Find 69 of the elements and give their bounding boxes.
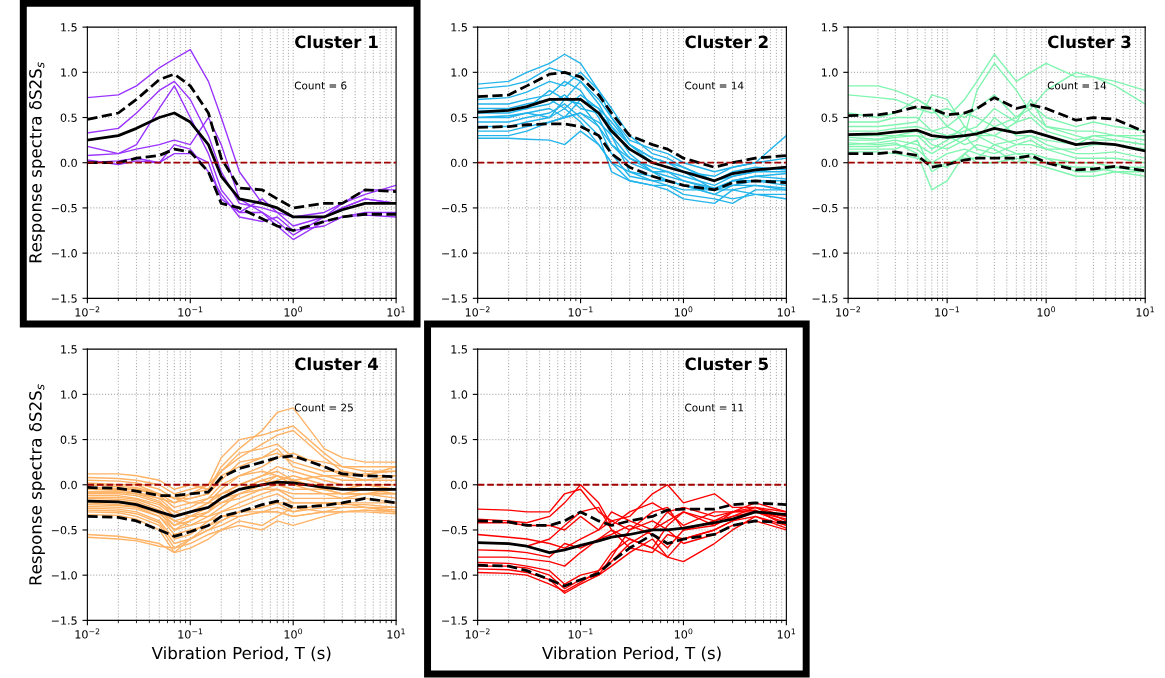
y-tick-label: 0.5 bbox=[821, 113, 838, 122]
x-tick-label: 10$^{0}$ bbox=[1037, 306, 1056, 317]
y-tick-label: −1.0 bbox=[442, 571, 468, 580]
y-tick-label: −1.5 bbox=[51, 616, 77, 625]
y-tick-label: −1.0 bbox=[442, 249, 468, 258]
y-axis-title: Response spectra δS2S$_{s}$ bbox=[29, 62, 45, 263]
y-tick-label: 1.0 bbox=[451, 68, 468, 77]
y-tick-label: −0.5 bbox=[51, 203, 77, 213]
x-tick-label: 10$^{−2}$ bbox=[465, 628, 490, 639]
y-tick-label: −0.5 bbox=[442, 525, 467, 535]
chart-title: Cluster 2 bbox=[685, 35, 768, 49]
y-tick-label: −1.0 bbox=[812, 249, 838, 258]
x-tick-label: 10$^{0}$ bbox=[674, 306, 693, 317]
y-tick-label: 0.0 bbox=[60, 480, 77, 490]
x-tick-label: 10$^{1}$ bbox=[387, 306, 405, 317]
chart-title: Cluster 4 bbox=[295, 357, 379, 371]
y-tick-label: −0.5 bbox=[442, 203, 467, 213]
y-tick-label: 0.5 bbox=[450, 113, 467, 122]
y-tick-label: −0.5 bbox=[812, 203, 838, 213]
chart-title: Cluster 5 bbox=[685, 357, 768, 371]
x-tick-label: 10$^{−1}$ bbox=[568, 306, 593, 317]
x-tick-label: 10$^{1}$ bbox=[777, 628, 796, 639]
y-tick-label: −1.5 bbox=[442, 294, 467, 303]
x-tick-label: 10$^{0}$ bbox=[284, 628, 303, 639]
y-tick-label: 1.5 bbox=[61, 345, 77, 354]
y-tick-label: −1.5 bbox=[51, 294, 77, 303]
y-tick-label: 0.5 bbox=[450, 435, 467, 444]
annotation: Count = 6 bbox=[294, 81, 347, 90]
y-tick-label: 1.5 bbox=[821, 23, 838, 32]
y-tick-label: 1.0 bbox=[451, 390, 468, 399]
y-tick-label: 1.5 bbox=[61, 23, 77, 32]
x-tick-label: 10$^{1}$ bbox=[1136, 306, 1154, 317]
y-tick-label: 0.0 bbox=[821, 158, 838, 168]
y-tick-label: −0.5 bbox=[51, 525, 77, 535]
x-tick-label: 10$^{−1}$ bbox=[178, 628, 203, 639]
y-axis-title: Response spectra δS2S$_{s}$ bbox=[29, 384, 45, 585]
y-tick-label: −1.0 bbox=[51, 571, 77, 580]
y-tick-label: −1.5 bbox=[442, 616, 467, 625]
annotation: Count = 14 bbox=[685, 81, 744, 90]
annotation: Count = 25 bbox=[294, 403, 353, 412]
y-tick-label: 1.5 bbox=[451, 23, 467, 32]
y-tick-label: −1.0 bbox=[51, 249, 77, 258]
y-tick-label: 1.5 bbox=[451, 345, 467, 354]
y-tick-label: 0.0 bbox=[60, 158, 77, 168]
chart-title: Cluster 1 bbox=[295, 35, 378, 49]
y-tick-label: 0.0 bbox=[450, 158, 468, 168]
x-tick-label: 10$^{−1}$ bbox=[178, 306, 203, 317]
x-tick-label: 10$^{−1}$ bbox=[568, 628, 593, 639]
x-axis-title: Vibration Period, T (s) bbox=[151, 646, 331, 662]
x-tick-label: 10$^{−2}$ bbox=[836, 306, 860, 317]
y-tick-label: 0.5 bbox=[60, 435, 77, 444]
annotation: Count = 14 bbox=[1047, 81, 1107, 90]
x-tick-label: 10$^{−1}$ bbox=[935, 306, 960, 317]
x-tick-label: 10$^{1}$ bbox=[387, 628, 405, 639]
y-tick-label: 1.0 bbox=[61, 68, 77, 77]
x-tick-label: 10$^{0}$ bbox=[674, 628, 693, 639]
y-tick-label: −1.5 bbox=[812, 294, 838, 303]
y-tick-label: 0.5 bbox=[60, 113, 77, 122]
annotation: Count = 11 bbox=[685, 403, 744, 412]
y-tick-label: 1.0 bbox=[821, 68, 838, 77]
x-tick-label: 10$^{−2}$ bbox=[75, 628, 100, 639]
y-tick-label: 0.0 bbox=[450, 480, 468, 490]
x-tick-label: 10$^{−2}$ bbox=[75, 306, 100, 317]
x-tick-label: 10$^{0}$ bbox=[284, 306, 303, 317]
chart-title: Cluster 3 bbox=[1047, 35, 1131, 49]
x-tick-label: 10$^{−2}$ bbox=[465, 306, 490, 317]
y-tick-label: 1.0 bbox=[61, 390, 77, 399]
x-tick-label: 10$^{1}$ bbox=[777, 306, 796, 317]
x-axis-title: Vibration Period, T (s) bbox=[542, 646, 721, 662]
